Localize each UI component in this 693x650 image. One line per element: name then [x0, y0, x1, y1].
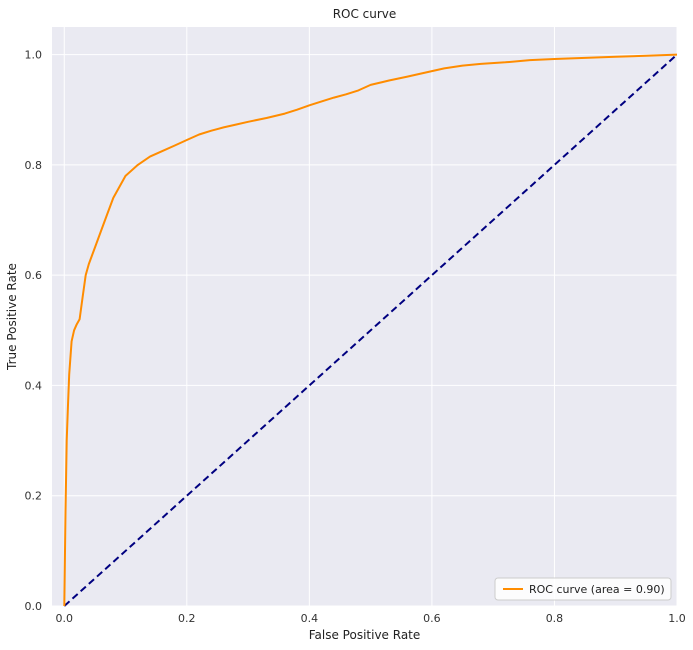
- legend: ROC curve (area = 0.90): [494, 577, 672, 601]
- x-axis-label: False Positive Rate: [309, 628, 421, 642]
- y-tick-label: 0.0: [25, 600, 43, 613]
- y-tick-label: 0.2: [25, 490, 43, 503]
- series-lines: [63, 53, 678, 607]
- y-tick-label: 0.8: [25, 159, 43, 172]
- y-tick-label: 0.4: [25, 379, 43, 392]
- x-tick-label: 0.8: [546, 612, 564, 625]
- chance-diagonal-line: [63, 53, 678, 607]
- plot-area: [52, 27, 677, 606]
- grid-lines: [52, 27, 678, 607]
- x-tick-labels: 0.0 0.2 0.4 0.6 0.8 1.0: [56, 612, 686, 625]
- y-tick-label: 1.0: [25, 49, 43, 62]
- x-tick-label: 0.0: [56, 612, 74, 625]
- x-tick-label: 1.0: [668, 612, 686, 625]
- x-tick-label: 0.6: [423, 612, 441, 625]
- x-tick-label: 0.2: [178, 612, 196, 625]
- legend-box: [494, 577, 672, 601]
- y-tick-labels: 0.0 0.2 0.4 0.6 0.8 1.0: [25, 49, 43, 613]
- legend-label: ROC curve (area = 0.90): [529, 583, 665, 596]
- chart-title: ROC curve: [333, 7, 397, 21]
- y-axis-label: True Positive Rate: [5, 263, 19, 371]
- y-tick-label: 0.6: [25, 269, 43, 282]
- roc-curve-line: [63, 53, 678, 607]
- x-tick-label: 0.4: [301, 612, 319, 625]
